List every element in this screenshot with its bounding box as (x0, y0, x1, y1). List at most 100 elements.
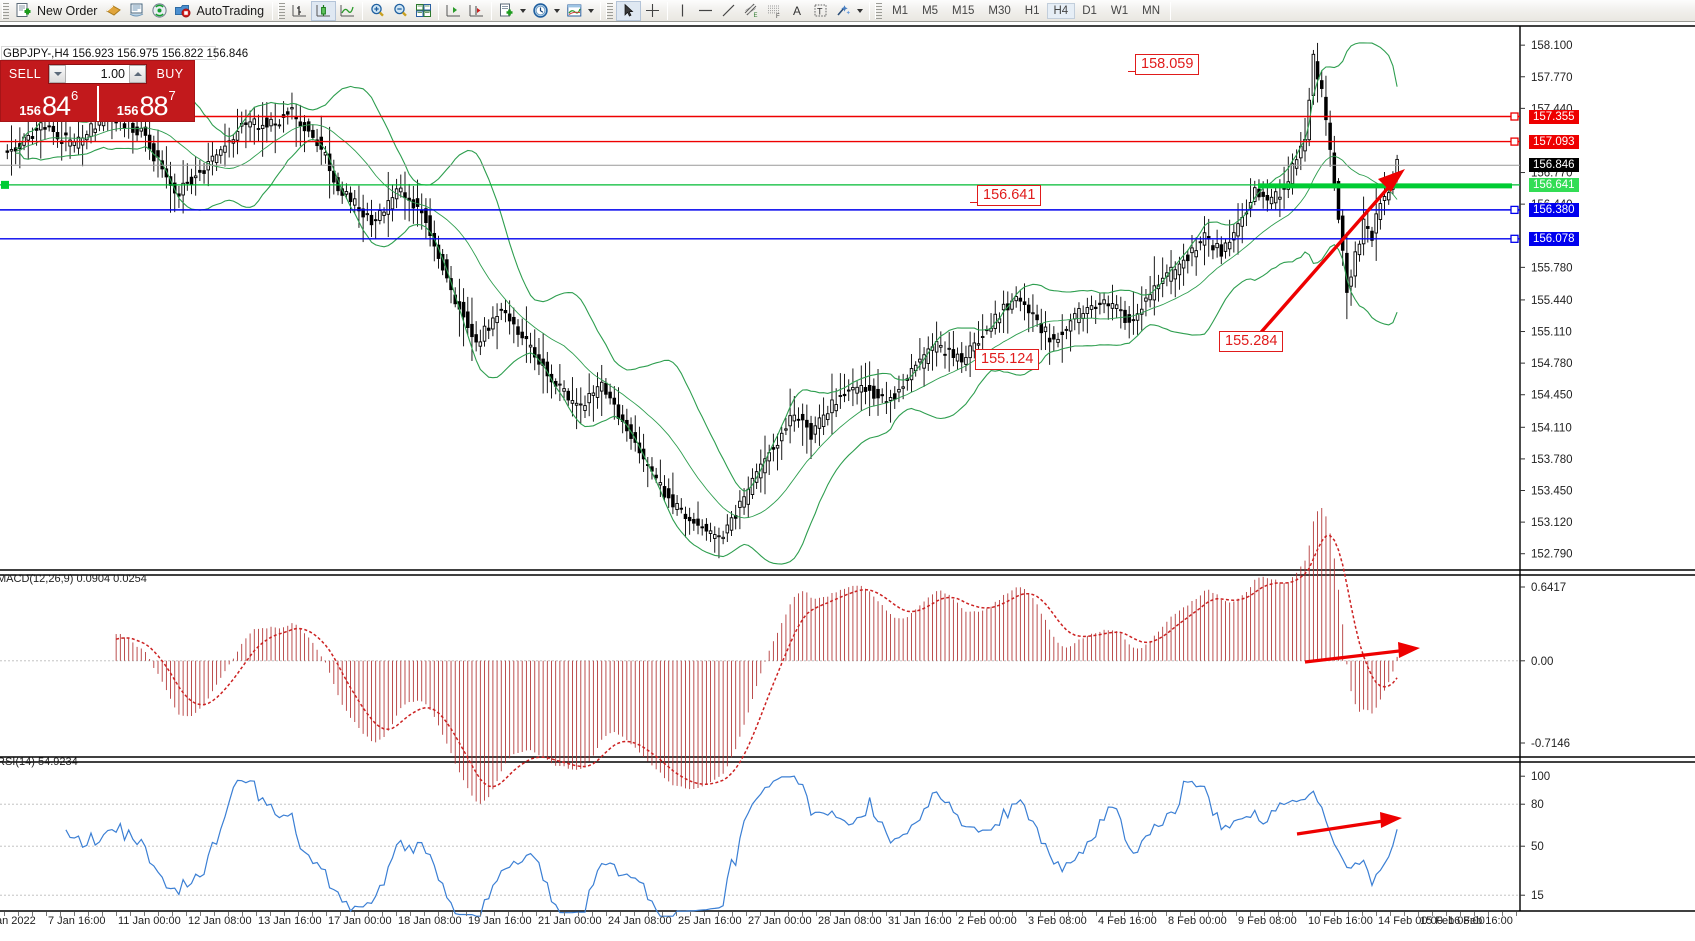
templates-button[interactable] (563, 1, 597, 21)
new-order-label: New Order (37, 3, 98, 18)
text-label-button[interactable]: T (809, 1, 832, 21)
time-tick (564, 912, 565, 916)
objects-caret-icon[interactable] (857, 8, 864, 13)
price-label-157-093[interactable]: 157.093 (1529, 134, 1579, 149)
zoom-out-button[interactable] (389, 1, 412, 21)
timeframe-h1[interactable]: H1 (1024, 4, 1040, 17)
time-label-12: 28 Jan 08:00 (818, 915, 882, 927)
crosshair-button[interactable] (641, 1, 664, 21)
toolbar-grip[interactable] (2, 2, 9, 19)
drawing-toolbar-grip[interactable] (606, 2, 614, 19)
timeframe-toolbar-grip[interactable] (875, 2, 883, 19)
time-tick (830, 912, 831, 916)
time-tick (816, 912, 817, 916)
chart-canvas-area[interactable]: 158.100157.770157.440156.770156.440155.7… (0, 22, 1695, 941)
time-tick (732, 912, 733, 916)
annotation-label-1[interactable]: 156.641 (977, 185, 1042, 206)
timeframe-m1[interactable]: M1 (892, 4, 909, 17)
volume-input[interactable]: 1.00 (100, 66, 125, 81)
time-tick (1054, 912, 1055, 916)
text-label-icon: T (812, 2, 829, 19)
time-tick (1194, 912, 1195, 916)
bar-chart-button[interactable] (288, 1, 311, 21)
svg-text:0.00: 0.00 (1531, 656, 1553, 668)
timeframe-w1[interactable]: W1 (1110, 4, 1129, 17)
svg-text:153.780: 153.780 (1531, 454, 1573, 466)
price-label-157-355[interactable]: 157.355 (1529, 109, 1579, 124)
one-click-trading-panel[interactable]: SELL 1.00 BUY 156 84 6 156 88 (0, 60, 195, 122)
chart-shift-button[interactable] (465, 1, 488, 21)
main-toolbar: New Order (0, 0, 1695, 22)
time-tick (802, 912, 803, 916)
vertical-line-icon (674, 2, 691, 19)
time-tick (368, 912, 369, 916)
signals-button[interactable] (148, 1, 171, 21)
price-label-156-641[interactable]: 156.641 (1529, 177, 1579, 192)
line-chart-button[interactable] (336, 1, 359, 21)
chart-toolbar-grip[interactable] (278, 2, 286, 19)
volume-decrease-button[interactable] (49, 64, 66, 83)
time-label-13: 31 Jan 16:00 (888, 915, 952, 927)
price-label-156-380[interactable]: 156.380 (1529, 202, 1579, 217)
trendline-button[interactable] (717, 1, 740, 21)
toolbar-separator-2 (362, 1, 364, 20)
indicators-caret-icon[interactable] (520, 8, 527, 13)
time-tick (158, 912, 159, 916)
timeframe-h4[interactable]: H4 (1046, 2, 1076, 19)
autotrading-button[interactable]: AutoTrading (171, 1, 269, 21)
vertical-line-button[interactable] (671, 1, 694, 21)
fibonacci-icon: F (766, 2, 783, 20)
price-label-last[interactable]: 156.846 (1529, 158, 1579, 173)
buy-price[interactable]: 156 88 7 (99, 86, 195, 121)
time-label-2: 11 Jan 00:00 (118, 915, 181, 927)
timeframe-m30[interactable]: M30 (988, 4, 1011, 17)
time-tick (1068, 912, 1069, 916)
symbol-info-text: GBPJPY-,H4 156.923 156.975 156.822 156.8… (3, 48, 249, 60)
time-tick (1432, 912, 1433, 916)
time-label-4: 13 Jan 16:00 (258, 915, 322, 927)
time-tick (1040, 912, 1041, 916)
sell-price[interactable]: 156 84 6 (1, 86, 97, 121)
buy-button[interactable]: BUY (156, 66, 184, 81)
price-label-156-078[interactable]: 156.078 (1529, 231, 1579, 246)
auto-scroll-icon (445, 2, 462, 19)
annotation-label-0[interactable]: 158.059 (1135, 54, 1200, 75)
timeframe-d1[interactable]: D1 (1082, 4, 1097, 17)
metaeditor-button[interactable] (102, 1, 125, 21)
horizontal-line-button[interactable] (694, 1, 717, 21)
sell-price-fraction: 6 (71, 88, 79, 103)
timeframe-m5[interactable]: M5 (922, 4, 939, 17)
periods-button[interactable] (529, 1, 563, 21)
time-tick (242, 912, 243, 916)
cursor-icon (620, 2, 637, 19)
volume-stepper[interactable]: 1.00 (48, 63, 147, 84)
indicators-button[interactable] (495, 1, 529, 21)
metaeditor-icon (105, 2, 122, 19)
equidistant-channel-button[interactable]: E (740, 1, 763, 21)
text-button[interactable]: A (786, 1, 809, 21)
periods-caret-icon[interactable] (554, 8, 561, 13)
time-tick (60, 912, 61, 916)
new-order-button[interactable]: New Order (12, 1, 102, 21)
svg-text:15: 15 (1531, 890, 1544, 902)
time-tick (1306, 912, 1307, 916)
toolbar-separator-1 (272, 1, 274, 20)
time-tick (410, 912, 411, 916)
cursor-button[interactable] (616, 0, 642, 21)
time-tick (1320, 912, 1321, 916)
terminal-button[interactable] (125, 1, 148, 21)
fibonacci-button[interactable]: F (763, 1, 786, 21)
candlestick-chart-button[interactable] (311, 0, 337, 21)
time-tick (578, 912, 579, 916)
objects-button[interactable] (832, 1, 866, 21)
zoom-in-button[interactable] (366, 1, 389, 21)
timeframe-mn[interactable]: MN (1142, 4, 1161, 17)
templates-caret-icon[interactable] (588, 8, 595, 13)
annotation-label-2[interactable]: 155.124 (975, 349, 1040, 370)
tile-windows-button[interactable] (412, 1, 435, 21)
annotation-label-3[interactable]: 155.284 (1219, 331, 1284, 352)
auto-scroll-button[interactable] (442, 1, 465, 21)
timeframe-m15[interactable]: M15 (952, 4, 975, 17)
sell-button[interactable]: SELL (8, 66, 42, 81)
volume-increase-button[interactable] (129, 64, 146, 83)
